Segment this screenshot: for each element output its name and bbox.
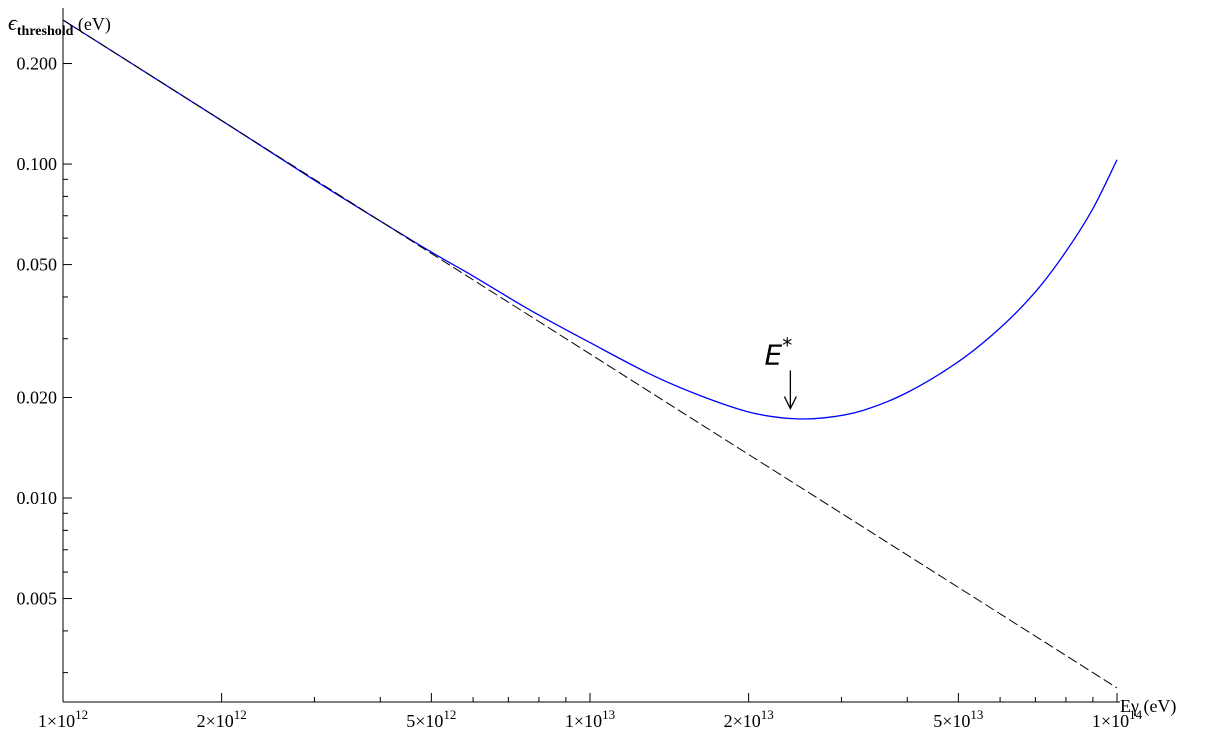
x-tick-label: 1×1013 — [565, 707, 615, 731]
y-tick-label: 0.050 — [17, 255, 58, 275]
x-tick-label: 5×1013 — [933, 707, 983, 731]
axes-layer — [62, 8, 1120, 703]
y-axis-label: ϵthreshold (eV) — [8, 10, 111, 39]
x-axis-label: Eγ (eV) — [1120, 696, 1176, 717]
x-tick-label: 5×1012 — [406, 707, 456, 731]
series-line-dashed — [62, 19, 1118, 689]
annotation-arrow-head — [783, 396, 797, 410]
x-tick-label: 1×1012 — [38, 707, 88, 731]
y-tick-label: 0.100 — [17, 154, 58, 174]
annotation-label: E* — [765, 334, 793, 372]
y-tick-label: 0.020 — [17, 387, 58, 407]
labels-layer: 0.200 0.100 0.050 0.020 0.010 0.005 1×1012 2×10… — [8, 10, 1176, 731]
x-tick-label: 1×1014 — [1092, 707, 1143, 731]
series-line-solid — [62, 19, 1118, 420]
series-layer — [62, 19, 1118, 689]
y-tick-label: 0.200 — [17, 54, 58, 74]
x-tick-label: 2×1013 — [724, 707, 774, 731]
y-tick-label: 0.010 — [17, 488, 58, 508]
x-tick-label: 2×1012 — [197, 707, 247, 731]
y-tick-label: 0.005 — [17, 589, 58, 609]
